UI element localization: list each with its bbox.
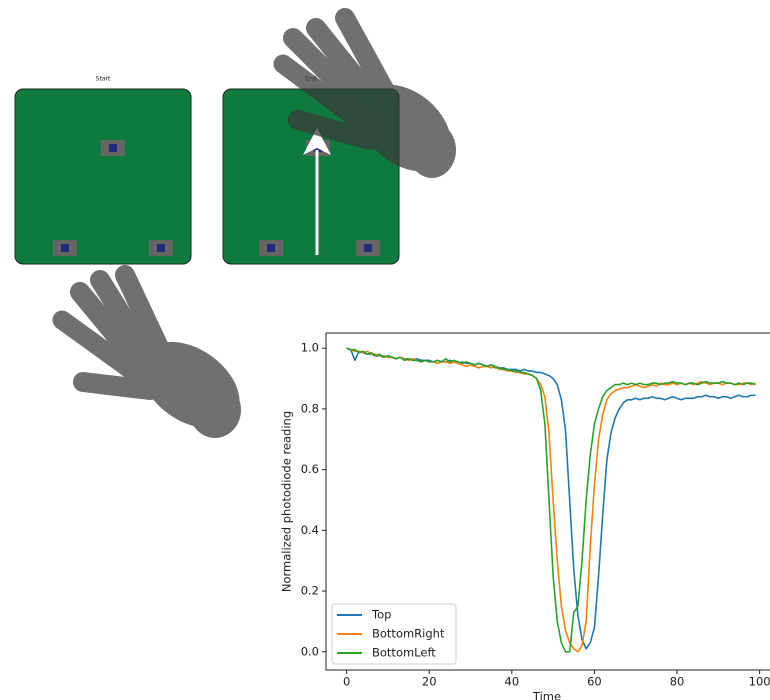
sensor bbox=[149, 240, 173, 256]
y-axis-label: Normalized photodiode reading bbox=[280, 411, 294, 592]
y-tick-label: 0.8 bbox=[301, 401, 319, 415]
panel-label: Start bbox=[96, 76, 111, 83]
sensor bbox=[53, 240, 77, 256]
y-tick-label: 0.2 bbox=[301, 584, 319, 598]
y-tick-label: 0.0 bbox=[301, 644, 319, 658]
hand bbox=[62, 275, 256, 446]
y-tick-label: 1.0 bbox=[301, 341, 319, 355]
x-tick-label: 60 bbox=[587, 675, 602, 689]
x-axis-label: Time bbox=[532, 690, 561, 700]
legend-label: Top bbox=[371, 608, 391, 622]
legend-label: BottomLeft bbox=[372, 646, 436, 660]
x-tick-label: 20 bbox=[422, 675, 437, 689]
legend-label: BottomRight bbox=[372, 627, 445, 641]
sensor bbox=[259, 240, 283, 256]
board bbox=[15, 89, 191, 264]
y-tick-label: 0.6 bbox=[301, 462, 319, 476]
x-tick-label: 0 bbox=[343, 675, 350, 689]
page: {"diagram":{"panels":["Start","End"]}, "… bbox=[0, 0, 770, 700]
sensor bbox=[101, 140, 125, 156]
sensor bbox=[356, 240, 380, 256]
x-tick-label: 40 bbox=[505, 675, 520, 689]
x-tick-label: 100 bbox=[749, 675, 770, 689]
figure: Start End 0.00.20.40.60.81.0020406080100… bbox=[0, 0, 770, 700]
x-tick-label: 80 bbox=[670, 675, 685, 689]
y-tick-label: 0.4 bbox=[301, 523, 319, 537]
